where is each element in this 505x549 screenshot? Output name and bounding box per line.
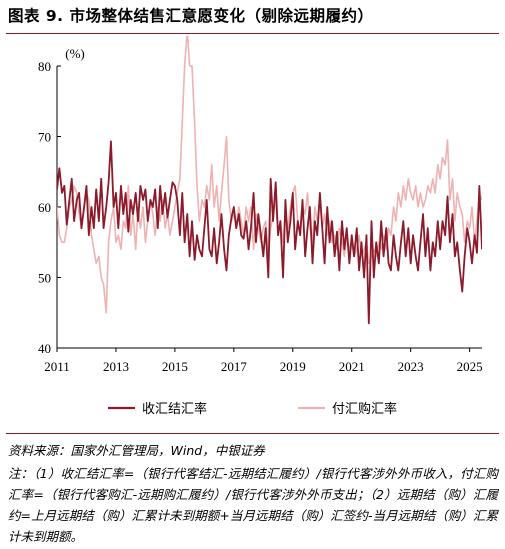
series-lines (57, 36, 482, 325)
x-tick-label: 2017 (221, 359, 248, 374)
legend-label-1: 付汇购汇率 (332, 401, 397, 417)
y-tick-label: 70 (38, 130, 51, 145)
legend: 收汇结汇率 付汇购汇率 (108, 401, 397, 417)
y-tick-label: 50 (38, 271, 51, 286)
y-tick-label: 40 (38, 341, 51, 356)
footnote-text: 注：（1）收汇结汇率=（银行代客结汇-远期结汇履约）/银行代客涉外外币收入，付汇… (8, 466, 498, 544)
x-tick-label: 2023 (398, 359, 424, 374)
x-tick-label: 2025 (457, 359, 483, 374)
chart-title: 图表 9. 市场整体结售汇意愿变化（剔除远期履约） (8, 7, 374, 25)
source-divider (6, 433, 499, 434)
title-divider (6, 33, 499, 34)
x-tick-label: 2021 (339, 359, 365, 374)
series-line-0 (57, 140, 482, 325)
y-tick-label: 80 (38, 59, 51, 74)
source-text: 资料来源：国家外汇管理局，Wind，中银证券 (8, 443, 265, 458)
x-tick-label: 2015 (162, 359, 188, 374)
x-tick-label: 2013 (103, 359, 129, 374)
axes: 40 50 60 70 80 2011 2013 2015 2017 2019 2021 2023 20… (38, 59, 483, 374)
y-tick-label: 60 (38, 200, 51, 215)
legend-label-0: 收汇结汇率 (142, 401, 207, 417)
y-axis-unit-label: (%) (65, 46, 85, 61)
x-tick-label: 2019 (280, 359, 306, 374)
x-tick-label: 2011 (44, 359, 70, 374)
line-chart: (%) 40 50 60 70 80 2011 2013 2015 2017 2019 2021 20… (38, 36, 483, 417)
